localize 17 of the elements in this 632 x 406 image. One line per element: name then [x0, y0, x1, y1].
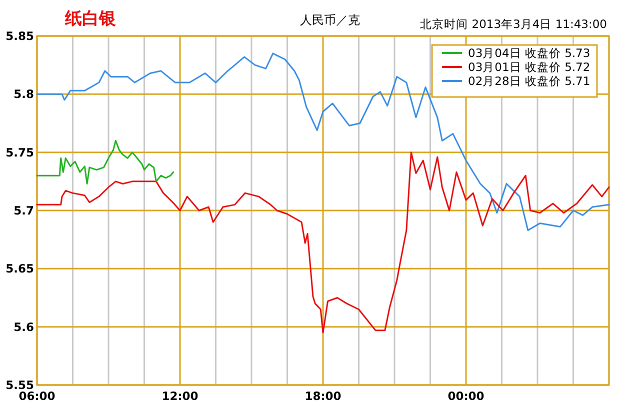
- y-tick-label: 5.65: [6, 262, 34, 276]
- x-tick-label: 00:00: [448, 389, 484, 403]
- legend-label: 03月01日 收盘价 5.72: [468, 60, 590, 74]
- y-tick-label: 5.55: [6, 378, 34, 392]
- y-tick-label: 5.6: [14, 320, 34, 334]
- y-tick-label: 5.85: [6, 29, 34, 43]
- x-tick-label: 06:00: [18, 389, 56, 403]
- x-tick-label: 18:00: [304, 389, 342, 403]
- text: 北京时间 2013年3月4日 11:43:00: [420, 17, 607, 31]
- chart-title: 纸白银: [64, 9, 117, 29]
- legend-label: 02月28日 收盘价 5.71: [468, 74, 590, 88]
- chart-subtitle: 人民币／克: [300, 13, 360, 27]
- y-tick-label: 5.7: [14, 204, 34, 218]
- y-tick-label: 5.8: [14, 87, 34, 102]
- y-tick-label: 5.75: [6, 145, 34, 160]
- legend-label: 03月04日 收盘价 5.73: [468, 46, 590, 60]
- x-tick-label: 12:00: [162, 389, 198, 403]
